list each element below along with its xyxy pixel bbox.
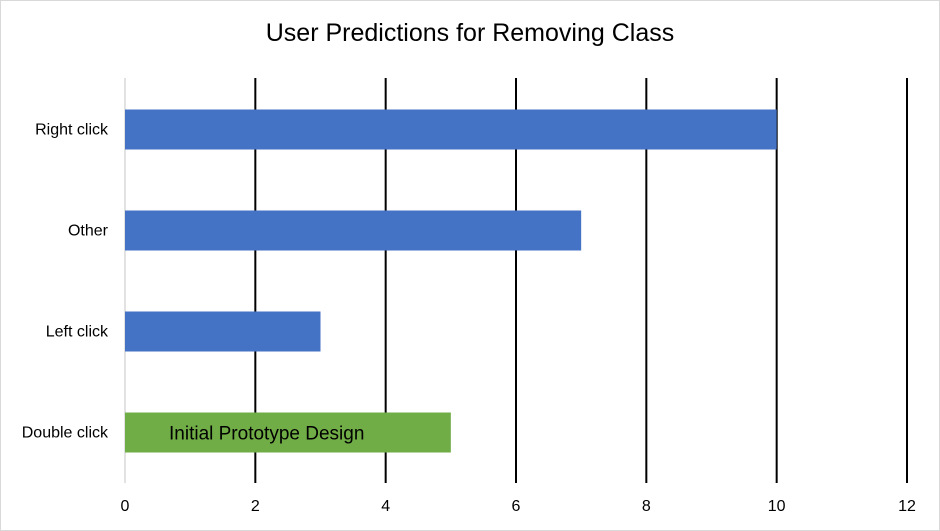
bar-double-click	[125, 412, 451, 453]
x-tick-label: 2	[251, 498, 260, 515]
bar-right-click	[125, 109, 777, 150]
x-tick-label: 6	[512, 498, 521, 515]
y-tick-label: Right click	[35, 122, 109, 139]
bar-other	[125, 210, 582, 251]
x-tick-label: 4	[381, 498, 390, 515]
y-tick-label: Left click	[46, 324, 109, 341]
chart-title: User Predictions for Removing Class	[265, 19, 675, 47]
x-tick-label: 0	[121, 498, 130, 515]
bar-annotation: Initial Prototype Design	[169, 424, 364, 445]
y-tick-label: Double click	[22, 425, 109, 442]
x-tick-label: 8	[642, 498, 651, 515]
x-tick-label: 12	[898, 498, 916, 515]
y-tick-label: Other	[68, 223, 109, 240]
x-tick-label: 10	[768, 498, 786, 515]
bar-left-click	[125, 311, 321, 352]
